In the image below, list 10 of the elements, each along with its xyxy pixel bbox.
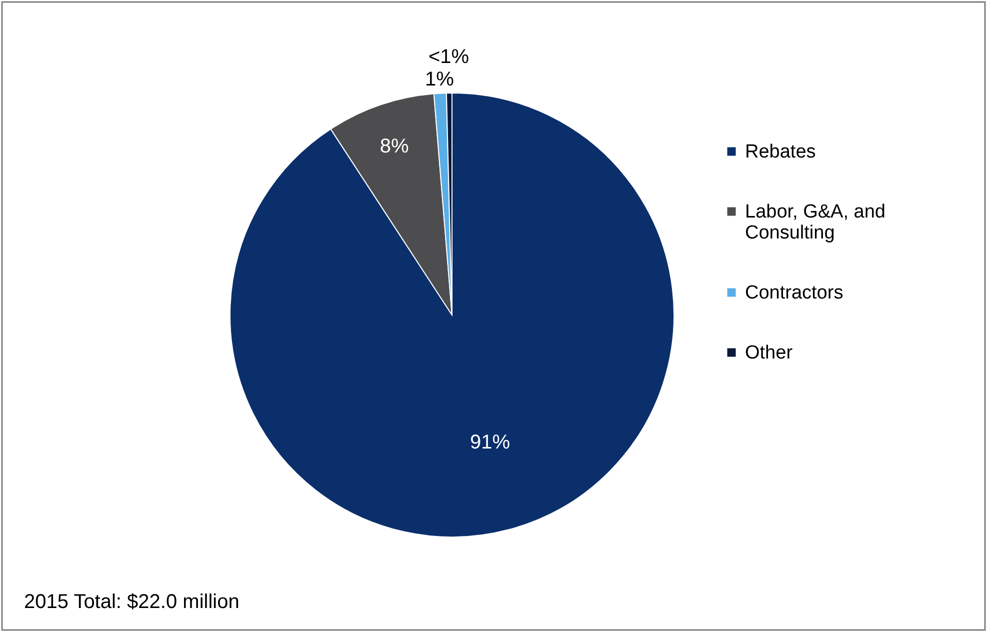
data-label: 1% <box>424 68 454 90</box>
pie-slice <box>230 92 674 538</box>
legend-label: Rebates <box>745 142 816 162</box>
data-label: <1% <box>428 46 470 68</box>
data-label: 8% <box>380 135 409 158</box>
legend-label: Labor, G&A, and Consulting <box>745 202 886 244</box>
text: 2015 Total: $22.0 million <box>24 591 240 613</box>
legend-label: Contractors <box>745 282 844 304</box>
data-label: 91% <box>470 432 510 454</box>
legend-label: Other <box>745 342 794 364</box>
